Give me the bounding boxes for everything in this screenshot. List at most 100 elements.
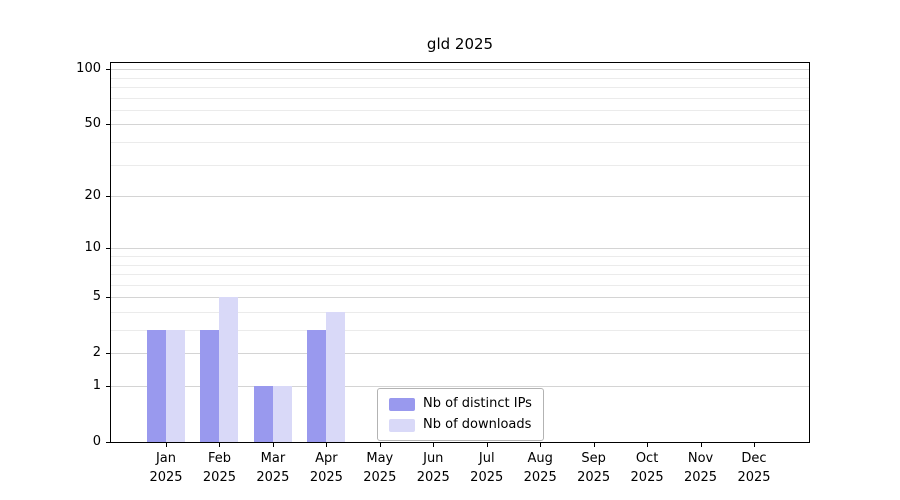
- y-gridline-minor: [111, 256, 809, 257]
- x-tick-year: 2025: [363, 469, 397, 485]
- bar-downloads: [326, 312, 346, 442]
- y-gridline-minor: [111, 142, 809, 144]
- x-tick-mark: [433, 443, 435, 447]
- y-tick-mark: [106, 196, 110, 198]
- y-gridline-minor: [111, 330, 809, 332]
- x-tick-year: 2025: [202, 469, 236, 485]
- bar-distinct-ips: [147, 330, 166, 442]
- y-tick-mark: [106, 297, 110, 299]
- y-tick-mark: [106, 353, 110, 355]
- y-tick-mark: [106, 69, 110, 71]
- x-tick-month: Aug: [527, 451, 553, 466]
- y-gridline-minor: [111, 97, 809, 99]
- legend-swatch-distinct-ips: [389, 397, 415, 411]
- legend-item-downloads: Nb of downloads: [389, 417, 532, 433]
- x-tick-year: 2025: [470, 469, 504, 485]
- y-gridline-major: [111, 386, 809, 387]
- x-tick-month: Jul: [478, 451, 495, 466]
- x-tick-year: 2025: [683, 469, 718, 485]
- x-tick-month: Nov: [687, 451, 714, 466]
- y-tick-mark: [106, 442, 110, 443]
- y-tick-label: 50: [84, 116, 101, 132]
- y-tick-label: 10: [84, 240, 101, 256]
- bar-downloads: [219, 297, 239, 442]
- plot-area: [110, 62, 810, 443]
- y-gridline-minor: [111, 274, 809, 276]
- y-gridline-minor: [111, 109, 809, 111]
- x-tick-year: 2025: [256, 469, 290, 485]
- y-tick-label: 5: [92, 289, 101, 305]
- x-tick-year: 2025: [737, 469, 771, 485]
- x-tick-mark: [593, 443, 595, 447]
- x-tick-month: Jan: [155, 451, 177, 466]
- x-tick-label: Jun 2025: [399, 450, 467, 488]
- y-tick-mark: [106, 248, 110, 250]
- bar-downloads: [272, 386, 292, 442]
- y-gridline-minor: [111, 77, 809, 79]
- y-tick-mark: [106, 386, 110, 387]
- bar-distinct-ips: [200, 330, 220, 442]
- y-gridline-major: [111, 69, 809, 71]
- y-tick-mark: [106, 124, 110, 126]
- x-tick-year: 2025: [523, 469, 557, 485]
- legend: Nb of distinct IPs Nb of downloads: [377, 388, 544, 441]
- y-gridline-minor: [111, 164, 809, 166]
- x-tick-month: Sep: [581, 451, 606, 466]
- y-gridline-major: [111, 196, 809, 198]
- y-gridline-major: [111, 124, 809, 126]
- legend-item-distinct-ips: Nb of distinct IPs: [389, 396, 532, 412]
- y-gridline-minor: [111, 87, 809, 89]
- y-tick-label: 2: [92, 345, 101, 361]
- bar-downloads: [166, 330, 185, 442]
- x-tick-year: 2025: [416, 469, 450, 485]
- x-tick-mark: [486, 443, 488, 447]
- x-tick-mark: [219, 443, 221, 447]
- x-tick-month: May: [366, 451, 394, 466]
- x-tick-month: Feb: [207, 451, 231, 466]
- y-gridline-major: [111, 297, 809, 299]
- y-tick-label: 20: [84, 188, 101, 204]
- legend-label-distinct-ips: Nb of distinct IPs: [423, 396, 532, 411]
- x-tick-mark: [166, 443, 167, 447]
- x-tick-mark: [700, 443, 702, 447]
- legend-swatch-downloads: [389, 418, 415, 432]
- x-tick-mark: [326, 443, 328, 447]
- x-tick-month: Apr: [315, 451, 338, 466]
- x-tick-label: May 2025: [346, 450, 414, 488]
- x-tick-month: Jun: [423, 451, 444, 466]
- x-tick-label: Feb 2025: [185, 450, 253, 488]
- y-tick-label: 1: [92, 378, 101, 393]
- bar-distinct-ips: [253, 386, 273, 442]
- x-tick-year: 2025: [309, 469, 343, 485]
- legend-label-downloads: Nb of downloads: [423, 417, 532, 432]
- x-tick-label: Jan 2025: [132, 450, 200, 488]
- bar-distinct-ips: [307, 330, 327, 442]
- x-tick-label: Sep 2025: [560, 450, 628, 488]
- x-tick-label: Mar 2025: [239, 450, 307, 488]
- y-gridline-major: [111, 353, 809, 355]
- y-tick-label: 100: [76, 61, 101, 77]
- x-tick-label: Oct 2025: [613, 450, 681, 488]
- x-tick-year: 2025: [577, 469, 611, 485]
- x-tick-mark: [272, 443, 274, 447]
- x-tick-label: Apr 2025: [292, 450, 360, 488]
- x-tick-month: Oct: [635, 451, 659, 466]
- y-tick-label: 0: [92, 434, 101, 449]
- x-tick-label: Nov 2025: [667, 450, 735, 488]
- x-tick-year: 2025: [630, 469, 664, 485]
- y-gridline-major: [111, 248, 809, 250]
- x-tick-month: Mar: [260, 451, 286, 466]
- x-tick-year: 2025: [149, 469, 183, 485]
- y-gridline-minor: [111, 284, 809, 286]
- y-gridline-minor: [111, 311, 809, 313]
- x-tick-mark: [379, 443, 381, 447]
- x-tick-mark: [647, 443, 649, 447]
- x-tick-label: Dec 2025: [720, 450, 788, 488]
- x-tick-mark: [754, 443, 755, 447]
- x-tick-label: Jul 2025: [453, 450, 521, 488]
- x-tick-month: Dec: [741, 451, 767, 466]
- x-tick-label: Aug 2025: [506, 450, 574, 488]
- y-gridline-minor: [111, 264, 809, 266]
- chart-title: gld 2025: [426, 35, 494, 53]
